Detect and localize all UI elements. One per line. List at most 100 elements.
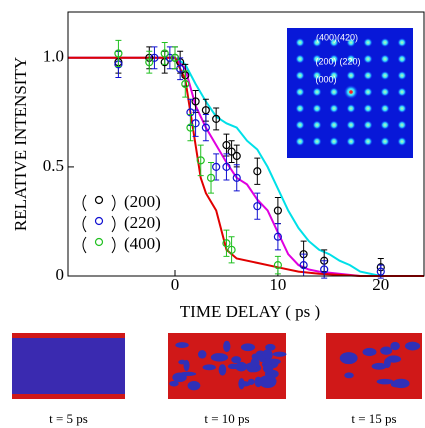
diffraction-spot <box>312 104 322 113</box>
data-point <box>222 140 231 150</box>
error-bar <box>233 144 240 168</box>
diffraction-spot <box>380 54 390 64</box>
data-point <box>227 147 236 156</box>
diffraction-spot <box>363 137 373 146</box>
inset-label: (000) <box>315 74 336 84</box>
error-bar <box>202 114 209 142</box>
error-bar <box>321 260 328 279</box>
diffraction-spot <box>346 137 356 146</box>
x-tick-label: 20 <box>372 275 389 294</box>
error-bar <box>172 46 179 70</box>
snapshot-blob <box>272 351 287 357</box>
y-axis-label: RELATIVE INTENSITY <box>11 57 30 231</box>
diffraction-spot <box>312 137 322 146</box>
data-point <box>212 162 221 172</box>
error-bar <box>166 46 173 70</box>
diffraction-spot <box>363 120 373 130</box>
snapshot-blob <box>179 371 197 377</box>
error-bar <box>208 162 215 194</box>
model-curve <box>68 56 424 277</box>
error-bar <box>192 109 199 137</box>
snapshot-blob <box>183 359 190 372</box>
center-spot <box>349 90 353 94</box>
legend-paren <box>82 194 116 212</box>
inset-label: (400)(420) <box>316 32 358 42</box>
diffraction-spot <box>346 104 356 113</box>
diffraction-spot <box>363 71 373 80</box>
error-bar <box>274 223 281 251</box>
diffraction-spot <box>295 38 305 47</box>
diffraction-spot <box>346 120 356 130</box>
data-point <box>114 49 123 58</box>
error-bar <box>187 114 194 142</box>
error-bar <box>254 157 261 185</box>
snapshot-blob <box>362 347 377 357</box>
error-bar <box>182 70 189 98</box>
legend-marker <box>94 216 104 226</box>
data-point <box>227 245 236 254</box>
data-point <box>376 267 385 276</box>
diffraction-spot <box>380 137 390 146</box>
snapshot-blob <box>263 358 272 366</box>
data-point <box>232 173 241 182</box>
diffraction-spot <box>397 54 407 64</box>
error-bar <box>274 255 281 275</box>
diffraction-spot <box>397 38 407 47</box>
error-bar <box>151 46 158 70</box>
error-bar <box>228 140 235 164</box>
diffraction-spot <box>397 71 407 80</box>
diffraction-spot <box>380 87 390 97</box>
data-point <box>160 49 169 58</box>
diffraction-spot <box>380 71 390 80</box>
diffraction-inset <box>287 28 413 158</box>
diffraction-spot <box>329 120 339 130</box>
snapshot-blob <box>392 378 410 389</box>
error-bar <box>213 107 220 131</box>
snapshot-blob <box>202 364 216 371</box>
error-bar <box>233 164 240 192</box>
snapshot-blob <box>371 362 387 370</box>
snapshot-caption: t = 10 ps <box>204 411 249 426</box>
snapshot-caption: t = 5 ps <box>49 411 88 426</box>
x-tick-label: 10 <box>269 275 286 294</box>
diffraction-spot <box>363 104 373 113</box>
snapshot-caption: t = 15 ps <box>351 411 396 426</box>
data-point <box>273 260 282 270</box>
snapshot-blob <box>231 356 242 364</box>
snapshot-blob <box>390 341 400 351</box>
snapshot-blob <box>380 346 393 355</box>
diffraction-spot <box>329 137 339 146</box>
data-point <box>232 151 241 161</box>
snapshot-blob <box>258 375 277 387</box>
diffraction-spot <box>363 87 373 97</box>
diffraction-spot <box>363 54 373 64</box>
legend-label: (200) <box>124 192 161 211</box>
snapshot-image <box>12 333 125 399</box>
error-bar <box>223 153 230 181</box>
diffraction-spot <box>346 54 356 64</box>
error-bar <box>254 192 261 220</box>
plot-area <box>68 39 424 279</box>
diffraction-spot <box>312 71 322 80</box>
diffraction-spot <box>346 38 356 47</box>
data-point <box>222 162 231 172</box>
x-tick-label: 0 <box>171 275 180 294</box>
snapshot-blob <box>223 340 231 353</box>
snapshot-blob <box>262 349 273 361</box>
legend-marker <box>94 195 104 205</box>
snapshot-blob <box>175 342 189 348</box>
snapshot-blob <box>211 353 223 361</box>
snapshot-edge <box>12 333 125 338</box>
diffraction-spot <box>295 137 305 146</box>
diffraction-spot <box>312 54 322 64</box>
legend-label: (400) <box>124 234 161 253</box>
error-bar <box>146 50 153 74</box>
diffraction-spot <box>329 104 339 113</box>
error-bar <box>161 42 168 65</box>
diffraction-spot <box>380 120 390 130</box>
inset-label: (220) <box>339 56 360 66</box>
data-point <box>181 79 190 89</box>
legend-label: (220) <box>124 213 161 232</box>
snapshot-blob <box>218 364 227 376</box>
